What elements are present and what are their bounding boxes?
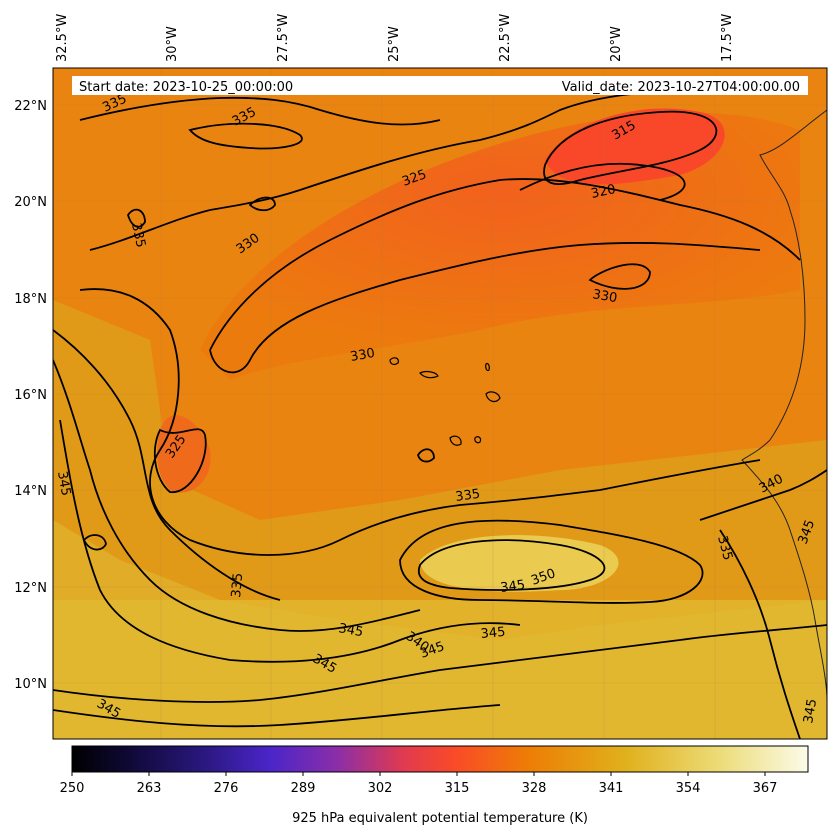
contour-label: 335 [128,222,148,249]
lat-label: 10°N [14,677,47,692]
contour-label: 335 [714,534,735,562]
contour-label: 345 [499,578,526,596]
lon-label: 22.5°W [498,14,513,62]
colorbar-tick-label: 315 [445,781,470,796]
valid-date-label: Valid_date: 2023-10-27T04:00:00.00 [562,80,800,95]
lon-label: 17.5°W [720,14,735,62]
lon-label: 25°W [387,26,402,62]
colorbar-label: 925 hPa equivalent potential temperature… [292,811,588,826]
lat-label: 14°N [14,484,47,499]
map-frame [52,67,828,740]
contour-label: 335 [229,572,246,598]
lon-label: 32.5°W [55,14,70,62]
longitude-labels: 32.5°W 30°W 27.5°W 25°W 22.5°W 20°W 17.5… [55,14,735,62]
lat-label: 16°N [14,388,47,403]
contour-lines [53,90,827,739]
contour-label: 330 [349,346,376,365]
coastline [741,109,827,701]
contour-label: 320 [590,182,617,202]
contour-label: 345 [54,470,73,497]
colorbar-tick-label: 276 [214,781,239,796]
lat-label: 20°N [14,195,47,210]
contour-label: 345 [480,625,506,642]
colorbar-tick-label: 328 [522,781,547,796]
date-banner [72,76,808,95]
lon-label: 20°W [609,26,624,62]
start-date-label: Start date: 2023-10-25_00:00:00 [79,80,293,95]
colorbar-tick-label: 302 [368,781,393,796]
latitude-labels: 22°N 20°N 18°N 16°N 14°N 12°N 10°N [14,99,47,692]
contour-label: 345 [801,698,820,725]
island-outlines [389,357,501,446]
temperature-field [53,68,827,739]
lon-label: 30°W [165,26,180,62]
lat-label: 12°N [14,581,47,596]
colorbar-tick-label: 354 [676,781,701,796]
contour-label: 335 [454,487,481,505]
colorbar-tick-label: 250 [60,781,85,796]
colorbar-tick-labels: 250 263 276 289 302 315 328 341 354 367 [60,781,778,796]
colorbar-ticks [71,772,766,776]
lat-label: 18°N [14,292,47,307]
colorbar-tick-label: 263 [137,781,162,796]
lat-label: 22°N [14,99,47,114]
contour-label: 345 [337,621,364,640]
lon-label: 27.5°W [276,14,291,62]
colorbar-tick-label: 367 [753,781,778,796]
colorbar [71,745,809,773]
colorbar-tick-label: 289 [291,781,316,796]
contour-label: 330 [591,287,618,306]
colorbar-tick-label: 341 [599,781,624,796]
